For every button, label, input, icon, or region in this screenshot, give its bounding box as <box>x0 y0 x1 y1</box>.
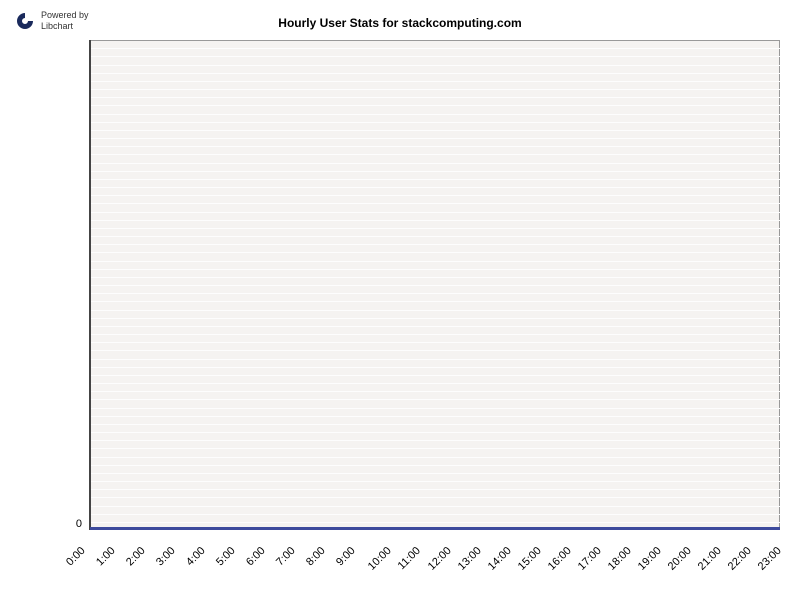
x-tick-label: 18:00 <box>606 545 634 573</box>
gridline <box>90 269 780 270</box>
gridline <box>90 465 780 466</box>
gridline <box>90 399 780 400</box>
gridline <box>90 285 780 286</box>
x-tick-label: 3:00 <box>154 545 178 569</box>
powered-by-text: Powered by Libchart <box>41 10 89 32</box>
gridline <box>90 408 780 409</box>
x-tick-label: 16:00 <box>546 545 574 573</box>
gridline <box>90 350 780 351</box>
x-tick-label: 19:00 <box>636 545 664 573</box>
x-tick-label: 20:00 <box>666 545 694 573</box>
gridline <box>90 244 780 245</box>
gridline <box>90 310 780 311</box>
gridline <box>90 261 780 262</box>
libchart-logo-icon <box>15 11 35 31</box>
gridline <box>90 473 780 474</box>
gridline <box>90 73 780 74</box>
gridline <box>90 457 780 458</box>
y-axis-line <box>89 40 91 530</box>
gridline <box>90 122 780 123</box>
gridline <box>90 48 780 49</box>
gridline <box>90 367 780 368</box>
gridline <box>90 383 780 384</box>
gridline <box>90 448 780 449</box>
chart-area: 0 <box>90 40 780 530</box>
x-tick-label: 10:00 <box>366 545 394 573</box>
x-tick-label: 22:00 <box>726 545 754 573</box>
gridline <box>90 318 780 319</box>
gridline <box>90 334 780 335</box>
gridline <box>90 489 780 490</box>
gridline <box>90 481 780 482</box>
gridline <box>90 130 780 131</box>
gridline <box>90 252 780 253</box>
x-tick-label: 9:00 <box>334 545 358 569</box>
gridline <box>90 440 780 441</box>
gridline <box>90 220 780 221</box>
gridline <box>90 81 780 82</box>
gridline <box>90 89 780 90</box>
gridline <box>90 56 780 57</box>
powered-by-line2: Libchart <box>41 21 89 32</box>
gridline <box>90 522 780 523</box>
x-tick-label: 13:00 <box>456 545 484 573</box>
gridline <box>90 203 780 204</box>
gridline <box>90 293 780 294</box>
gridline <box>90 146 780 147</box>
gridline <box>90 342 780 343</box>
gridline <box>90 506 780 507</box>
gridline <box>90 138 780 139</box>
gridline <box>90 105 780 106</box>
header: Powered by Libchart <box>15 10 89 32</box>
gridline <box>90 187 780 188</box>
gridline <box>90 228 780 229</box>
gridline <box>90 171 780 172</box>
x-tick-label: 4:00 <box>184 545 208 569</box>
x-tick-label: 2:00 <box>124 545 148 569</box>
gridline <box>90 301 780 302</box>
x-tick-label: 7:00 <box>274 545 298 569</box>
gridline <box>90 497 780 498</box>
x-tick-label: 14:00 <box>486 545 514 573</box>
chart-title: Hourly User Stats for stackcomputing.com <box>278 16 521 30</box>
x-tick-label: 8:00 <box>304 545 328 569</box>
chart-baseline <box>90 527 780 530</box>
x-tick-label: 6:00 <box>244 545 268 569</box>
x-tick-label: 21:00 <box>696 545 724 573</box>
gridline <box>90 514 780 515</box>
x-tick-label: 15:00 <box>516 545 544 573</box>
gridline <box>90 114 780 115</box>
x-axis-labels: 0:001:002:003:004:005:006:007:008:009:00… <box>90 535 780 595</box>
gridline <box>90 432 780 433</box>
x-tick-label: 5:00 <box>214 545 238 569</box>
x-tick-label: 1:00 <box>94 545 118 569</box>
x-tick-label: 11:00 <box>396 545 423 572</box>
x-tick-label: 23:00 <box>756 545 784 573</box>
gridline <box>90 97 780 98</box>
x-tick-label: 12:00 <box>426 545 454 573</box>
gridline <box>90 163 780 164</box>
gridline <box>90 236 780 237</box>
gridline <box>90 416 780 417</box>
gridline <box>90 326 780 327</box>
x-tick-label: 17:00 <box>576 545 604 573</box>
powered-by-line1: Powered by <box>41 10 89 21</box>
gridline <box>90 424 780 425</box>
gridline <box>90 195 780 196</box>
x-tick-label: 0:00 <box>64 545 88 569</box>
gridline <box>90 375 780 376</box>
gridline <box>90 65 780 66</box>
gridline <box>90 359 780 360</box>
gridline <box>90 179 780 180</box>
gridline <box>90 154 780 155</box>
gridline <box>90 212 780 213</box>
gridline <box>90 391 780 392</box>
gridline <box>90 277 780 278</box>
y-tick-label: 0 <box>76 518 82 530</box>
